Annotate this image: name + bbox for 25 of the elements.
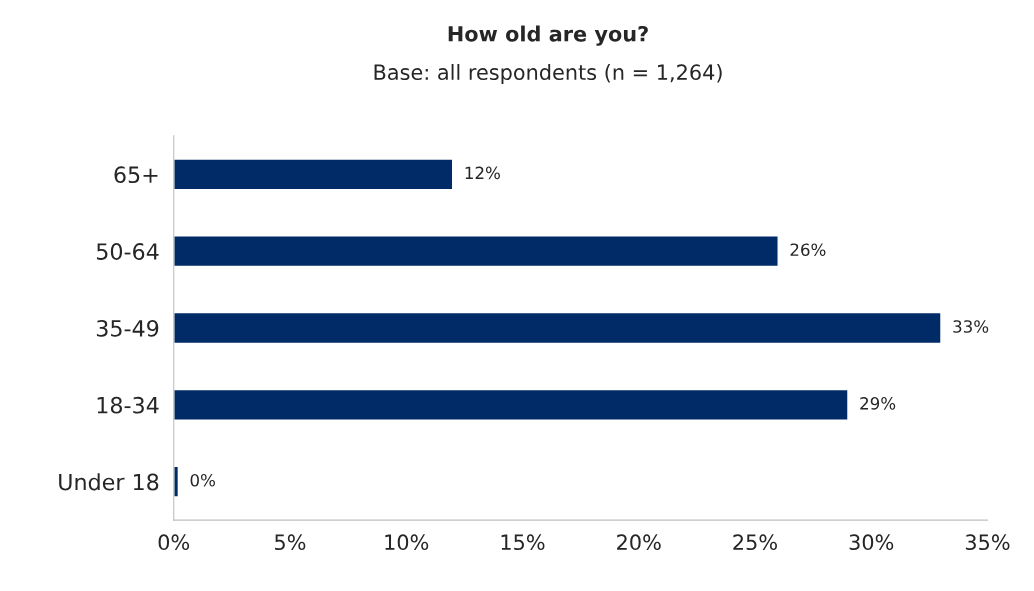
bar [173, 388, 849, 421]
data-label: 12% [465, 166, 500, 180]
bar [173, 158, 454, 191]
x-tick-label: 35% [965, 534, 1010, 551]
y-tick-label: 65+ [114, 166, 158, 184]
x-tick-label: 15% [501, 534, 545, 551]
bar [173, 311, 942, 345]
y-tick-label: 18-34 [97, 396, 159, 414]
bar [173, 235, 779, 268]
y-tick-label: 50-64 [96, 243, 159, 260]
y-tick-label: Under 18 [59, 473, 159, 491]
x-tick-label: 25% [733, 534, 777, 551]
x-tick-label: 5% [275, 534, 306, 551]
bar [173, 465, 180, 498]
data-label: 0% [190, 473, 215, 487]
x-tick-label: 20% [617, 534, 661, 551]
data-label: 26% [790, 243, 826, 257]
x-tick-label: 30% [849, 534, 894, 551]
x-tick-label: 0% [158, 534, 190, 551]
data-label: 33% [953, 320, 989, 333]
y-tick-label: 35-49 [96, 319, 159, 337]
chart-title: How old are you? [448, 25, 648, 46]
chart-subtitle: Base: all respondents (n = 1,264) [374, 63, 722, 85]
data-label: 29% [860, 397, 896, 410]
x-tick-label: 10% [385, 534, 429, 551]
